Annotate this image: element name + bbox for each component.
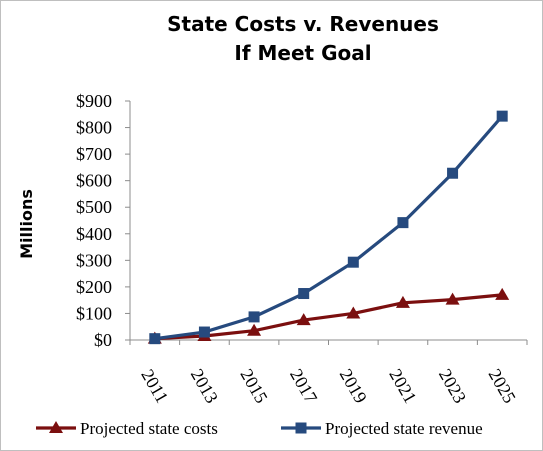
y-tick-label: $300	[76, 250, 112, 270]
chart-title-line-2: If Meet Goal	[234, 41, 371, 65]
x-tick-labels: 2011 2013 2015 2017 2019 2021 2023 2025	[137, 365, 520, 406]
y-tick-label: $0	[94, 330, 112, 350]
data-point	[395, 295, 410, 308]
y-tick-label: $100	[76, 303, 112, 323]
x-tick-label: 2019	[336, 365, 371, 406]
y-tick-label: $500	[76, 197, 112, 217]
data-point	[298, 288, 310, 300]
series-costs	[147, 287, 510, 344]
chart-title: State Costs v. Revenues If Meet Goal	[167, 12, 439, 65]
legend-item: Projected state revenue	[281, 419, 483, 438]
data-point	[347, 256, 359, 268]
data-point	[495, 287, 510, 300]
data-point	[149, 333, 161, 345]
data-point	[248, 311, 260, 323]
legend-marker	[49, 421, 63, 433]
data-point	[247, 323, 262, 336]
x-tick-label: 2025	[485, 365, 520, 406]
x-tick-label: 2013	[187, 365, 222, 406]
series-line	[154, 115, 504, 341]
y-tick-labels: $0 $100 $200 $300 $400 $500 $600 $700 $800 $900	[76, 91, 112, 350]
y-axis-label: Millions	[17, 189, 36, 259]
legend-label: Projected state costs	[80, 419, 218, 438]
x-tick-label: 2011	[137, 366, 172, 407]
data-point	[346, 306, 361, 319]
series-line	[154, 293, 503, 341]
x-tick-label: 2023	[435, 365, 470, 406]
y-tick-label: $800	[76, 118, 112, 138]
x-tick-label: 2015	[236, 365, 271, 406]
y-tick-label: $600	[76, 171, 112, 191]
legend-item: Projected state costs	[36, 419, 218, 438]
y-tick-label: $700	[76, 144, 112, 164]
legend: Projected state costs Projected state rev…	[36, 419, 483, 438]
y-tick-label: $200	[76, 277, 112, 297]
series-revenue	[149, 110, 508, 345]
legend-marker	[295, 422, 307, 434]
data-point	[496, 110, 508, 122]
y-tick-label: $400	[76, 224, 112, 244]
chart-title-line-1: State Costs v. Revenues	[167, 12, 439, 36]
axes	[125, 100, 528, 345]
data-point	[296, 313, 311, 326]
legend-label: Projected state revenue	[325, 419, 483, 438]
x-tick-label: 2017	[286, 365, 321, 406]
data-point	[397, 217, 409, 229]
data-point	[445, 292, 460, 305]
series-layer	[147, 110, 510, 345]
x-tick-label: 2021	[385, 365, 420, 406]
data-point	[447, 167, 459, 179]
data-point	[198, 326, 210, 338]
y-tick-label: $900	[76, 91, 112, 111]
